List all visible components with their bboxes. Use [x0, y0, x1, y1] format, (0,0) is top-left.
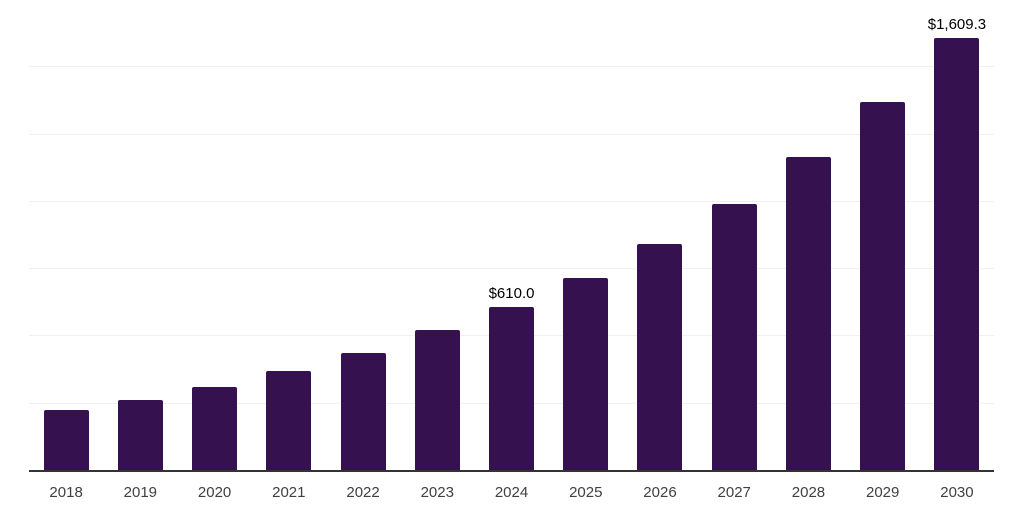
bar-2022 — [340, 352, 386, 471]
gridline — [29, 133, 994, 135]
x-tick-label-2020: 2020 — [197, 483, 232, 501]
bar-slot — [400, 0, 474, 471]
x-axis-line — [29, 470, 994, 472]
x-tick-label-2024: 2024 — [494, 483, 529, 501]
x-tick-label-2026: 2026 — [643, 483, 677, 501]
bar-2023 — [414, 329, 460, 471]
plot-area: $610.0 $1,609.3 — [29, 0, 994, 472]
bars-layer: $610.0 $1,609.3 — [29, 0, 994, 471]
x-axis-labels: 2018 2019 2020 2021 2022 2023 2024 2025 2026 2027… — [29, 472, 994, 512]
gridline — [29, 268, 994, 270]
bar-slot — [549, 0, 623, 471]
bar-2027 — [711, 204, 757, 471]
x-tick-label-2025: 2025 — [569, 483, 603, 501]
bar-slot — [771, 0, 845, 471]
bar-slot: $1,609.3 — [920, 0, 994, 471]
bar-2029 — [860, 102, 906, 471]
bar-slot — [846, 0, 920, 471]
bar-2018 — [43, 409, 89, 471]
bar-2019 — [117, 399, 163, 471]
bar-slot — [697, 0, 771, 471]
bar-slot: $610.0 — [474, 0, 548, 471]
bar-2021 — [266, 370, 312, 471]
bar-2024 — [489, 306, 535, 471]
x-tick-label-2022: 2022 — [346, 483, 380, 501]
x-tick-label-2018: 2018 — [49, 483, 83, 501]
gridline — [29, 200, 994, 202]
x-tick-label-2021: 2021 — [272, 483, 306, 501]
bar-slot — [177, 0, 251, 471]
x-tick-label-2027: 2027 — [717, 483, 751, 501]
bar-2030 — [934, 37, 980, 471]
bar-2028 — [785, 157, 831, 471]
bar-slot — [252, 0, 326, 471]
bar-slot — [623, 0, 697, 471]
bar-slot — [103, 0, 177, 471]
bar-2026 — [637, 244, 683, 471]
x-tick-label-2030: 2030 — [940, 483, 974, 501]
bar-value-label: $1,609.3 — [927, 15, 987, 33]
bar-2025 — [563, 278, 609, 471]
bar-slot — [29, 0, 103, 471]
x-tick-label-2019: 2019 — [123, 483, 158, 501]
bar-value-label: $610.0 — [488, 284, 535, 302]
bar-slot — [326, 0, 400, 471]
x-tick-label-2023: 2023 — [420, 483, 454, 501]
gridline — [29, 66, 994, 68]
x-tick-label-2028: 2028 — [791, 483, 826, 501]
bar-2020 — [192, 387, 238, 471]
x-tick-label-2029: 2029 — [866, 483, 900, 501]
